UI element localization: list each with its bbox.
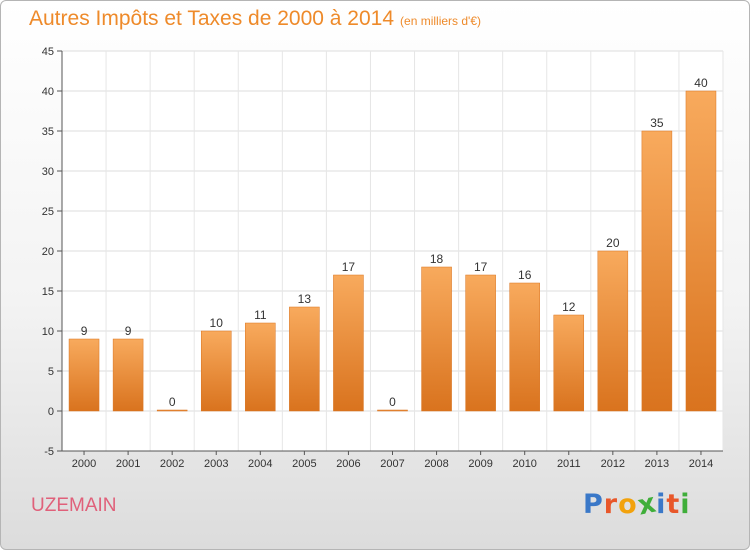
logo-letter: i bbox=[656, 489, 667, 520]
y-tick-label: 20 bbox=[42, 246, 54, 258]
logo-letter: i bbox=[680, 489, 691, 520]
bar bbox=[597, 250, 629, 412]
y-tick-label: 5 bbox=[48, 366, 54, 378]
data-label: 0 bbox=[389, 395, 396, 409]
y-tick-label: 15 bbox=[42, 286, 54, 298]
data-label: 9 bbox=[81, 324, 88, 338]
y-tick-label: 30 bbox=[42, 166, 54, 178]
bar bbox=[156, 409, 188, 412]
data-label: 10 bbox=[210, 316, 224, 330]
data-label: 0 bbox=[169, 395, 176, 409]
x-tick-label: 2002 bbox=[160, 458, 184, 470]
x-tick-label: 2005 bbox=[292, 458, 316, 470]
chart-unit: (en milliers d'€) bbox=[400, 14, 482, 28]
logo-letter: r bbox=[603, 489, 619, 520]
data-label: 9 bbox=[125, 324, 132, 338]
data-label: 16 bbox=[518, 268, 532, 282]
x-tick-label: 2001 bbox=[116, 458, 140, 470]
data-label: 17 bbox=[342, 260, 356, 274]
x-tick-label: 2004 bbox=[248, 458, 272, 470]
bar bbox=[200, 330, 232, 412]
data-label: 13 bbox=[298, 292, 312, 306]
x-tick-label: 2007 bbox=[380, 458, 404, 470]
x-tick-label: 2009 bbox=[468, 458, 492, 470]
x-tick-label: 2013 bbox=[645, 458, 669, 470]
data-label: 40 bbox=[694, 76, 708, 90]
x-tick-label: 2003 bbox=[204, 458, 228, 470]
x-tick-label: 2011 bbox=[557, 458, 581, 470]
bar bbox=[245, 322, 276, 412]
bar bbox=[68, 338, 100, 412]
bar bbox=[333, 274, 364, 412]
x-tick-label: 2010 bbox=[512, 458, 536, 470]
data-label: 18 bbox=[430, 252, 444, 266]
chart-title: Autres Impôts et Taxes de 2000 à 2014 (en… bbox=[29, 7, 481, 31]
bar bbox=[509, 282, 540, 412]
bar bbox=[112, 338, 144, 412]
chart-title-text: Autres Impôts et Taxes de 2000 à 2014 bbox=[29, 7, 395, 30]
x-tick-label: 2006 bbox=[336, 458, 360, 470]
y-tick-label: 10 bbox=[42, 326, 54, 338]
data-label: 20 bbox=[606, 236, 620, 250]
y-tick-label: 45 bbox=[42, 46, 54, 58]
data-label: 35 bbox=[650, 116, 664, 130]
bar bbox=[553, 314, 585, 412]
data-label: 11 bbox=[254, 308, 267, 322]
y-tick-label: -5 bbox=[44, 446, 54, 458]
x-tick-label: 2008 bbox=[424, 458, 448, 470]
logo-letter: t bbox=[666, 489, 681, 520]
bar bbox=[377, 409, 408, 412]
bar bbox=[421, 266, 452, 412]
bar bbox=[289, 306, 320, 412]
y-tick-label: 35 bbox=[42, 126, 54, 138]
x-tick-label: 2012 bbox=[601, 458, 625, 470]
y-tick-label: 40 bbox=[42, 86, 54, 98]
city-name: UZEMAIN bbox=[31, 495, 117, 516]
data-label: 17 bbox=[474, 260, 488, 274]
y-tick-label: 0 bbox=[48, 406, 54, 418]
logo-letter: P bbox=[583, 489, 604, 520]
logo-letter: o bbox=[618, 489, 638, 520]
x-tick-label: 2014 bbox=[689, 458, 713, 470]
bar bbox=[685, 90, 717, 412]
proxiti-logo: Proxiti bbox=[583, 487, 691, 521]
data-label: 12 bbox=[562, 300, 576, 314]
bar bbox=[641, 130, 673, 412]
y-tick-label: 25 bbox=[42, 206, 54, 218]
x-tick-label: 2000 bbox=[72, 458, 96, 470]
bar bbox=[465, 274, 496, 412]
